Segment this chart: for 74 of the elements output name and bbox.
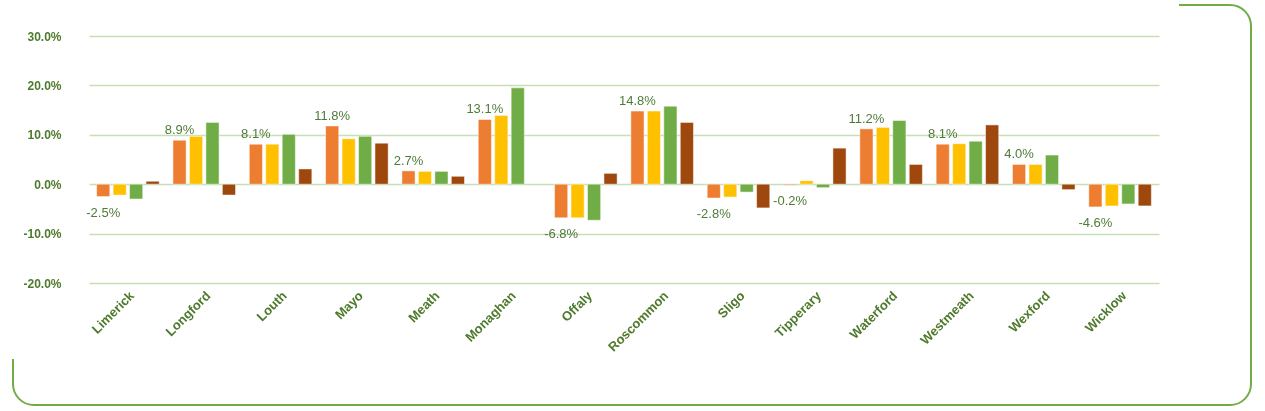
bar	[968, 140, 983, 185]
bar	[222, 183, 236, 196]
data-label: 2.7%	[393, 152, 424, 168]
bar	[1088, 183, 1103, 208]
bar	[112, 183, 127, 196]
bar	[358, 136, 372, 185]
data-label: -2.5%	[86, 204, 121, 220]
bar	[832, 147, 847, 185]
bar	[1012, 164, 1026, 185]
bar	[587, 183, 601, 221]
bar	[205, 122, 220, 185]
bar	[985, 124, 999, 185]
bar	[1061, 183, 1076, 190]
bar	[298, 168, 313, 185]
bar	[1105, 183, 1119, 207]
data-label: 4.0%	[1004, 146, 1035, 162]
y-tick-label: -20.0%	[23, 276, 62, 291]
bar	[451, 176, 465, 185]
bar	[816, 183, 830, 188]
bar	[281, 134, 296, 185]
y-tick-label: 10.0%	[27, 128, 62, 143]
bar	[129, 183, 143, 200]
bar	[799, 180, 814, 185]
bar	[603, 173, 618, 185]
bar	[859, 128, 874, 185]
bar	[1137, 183, 1152, 207]
bar	[892, 120, 907, 185]
bar	[341, 138, 356, 185]
data-label: 13.1%	[466, 101, 504, 117]
bar	[145, 180, 160, 185]
data-label: 8.1%	[927, 126, 958, 142]
bar	[96, 183, 111, 197]
data-label: 11.2%	[848, 110, 885, 126]
bar	[418, 171, 432, 185]
bar	[265, 143, 280, 185]
bar	[952, 143, 967, 185]
bar	[723, 183, 738, 198]
data-label: -4.6%	[1078, 214, 1113, 230]
bar	[374, 142, 389, 185]
bar	[189, 136, 203, 185]
bar	[1121, 183, 1136, 205]
bar	[554, 183, 568, 219]
y-tick-label: -10.0%	[23, 227, 62, 242]
data-label: -0.2%	[773, 193, 808, 209]
bar	[325, 125, 340, 185]
bar	[477, 119, 492, 185]
y-tick-label: 30.0%	[27, 29, 62, 44]
bar	[510, 87, 525, 185]
bar	[706, 183, 721, 199]
bar	[756, 183, 771, 209]
bar	[570, 183, 585, 219]
data-label: 14.8%	[619, 93, 657, 109]
y-tick-label: 0.0%	[34, 177, 62, 192]
y-tick-label: 20.0%	[27, 78, 62, 93]
data-label: 11.8%	[314, 107, 351, 123]
data-label: -6.8%	[544, 225, 579, 241]
bar	[401, 170, 416, 185]
bar	[876, 127, 890, 185]
data-label: 8.9%	[164, 122, 195, 138]
data-label: -2.8%	[696, 206, 732, 222]
bar	[1045, 154, 1059, 185]
bar	[172, 139, 187, 185]
bar	[434, 171, 449, 185]
bar	[630, 110, 645, 185]
bar	[908, 164, 923, 185]
bar	[739, 183, 754, 193]
bar	[249, 143, 263, 185]
bar	[494, 115, 509, 185]
bar	[680, 122, 694, 185]
bar	[647, 110, 661, 185]
bar	[663, 105, 678, 185]
bar	[935, 143, 950, 185]
data-label: 8.1%	[241, 126, 272, 142]
bar	[1028, 164, 1043, 185]
